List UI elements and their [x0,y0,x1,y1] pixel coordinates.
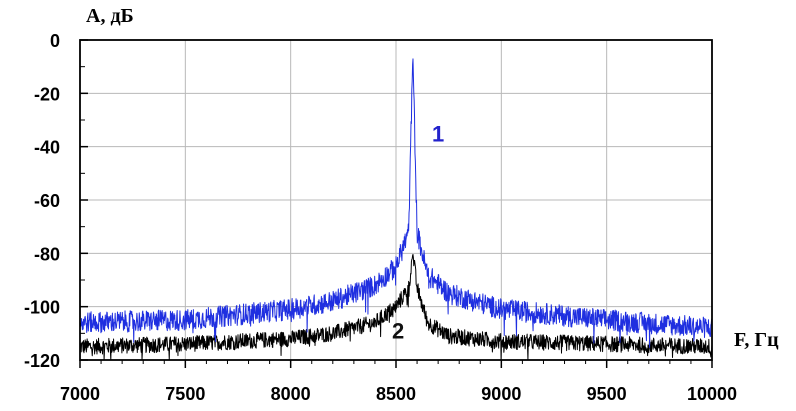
series-line-2 [79,253,713,361]
x-tick-label: 9000 [481,384,521,404]
y-tick-label: -20 [34,84,60,104]
y-tick-label: -60 [34,191,60,211]
x-tick-label: 7000 [60,384,100,404]
curve-label-2: 2 [392,319,404,344]
y-axis-label: A, дБ [86,5,134,27]
y-tick-label: -120 [24,351,60,371]
y-tick-label: 0 [50,31,60,51]
x-tick-label: 10000 [687,384,737,404]
curve-label-1: 1 [432,121,444,146]
series-line-1 [79,58,713,348]
x-tick-label: 7500 [165,384,205,404]
curve-labels: 12 [392,121,444,343]
x-tick-label: 9500 [587,384,627,404]
x-axis-label: F, Гц [734,329,779,351]
tick-labels: 7000 7500 8000 8500 9000 9500 10000 0 -20 -40 -60 -… [24,31,737,404]
y-tick-label: -40 [34,138,60,158]
y-tick-label: -80 [34,244,60,264]
x-tick-label: 8000 [271,384,311,404]
series-layer [79,58,713,361]
y-tick-label: -100 [24,298,60,318]
axis-ticks [79,39,713,368]
x-tick-label: 8500 [376,384,416,404]
